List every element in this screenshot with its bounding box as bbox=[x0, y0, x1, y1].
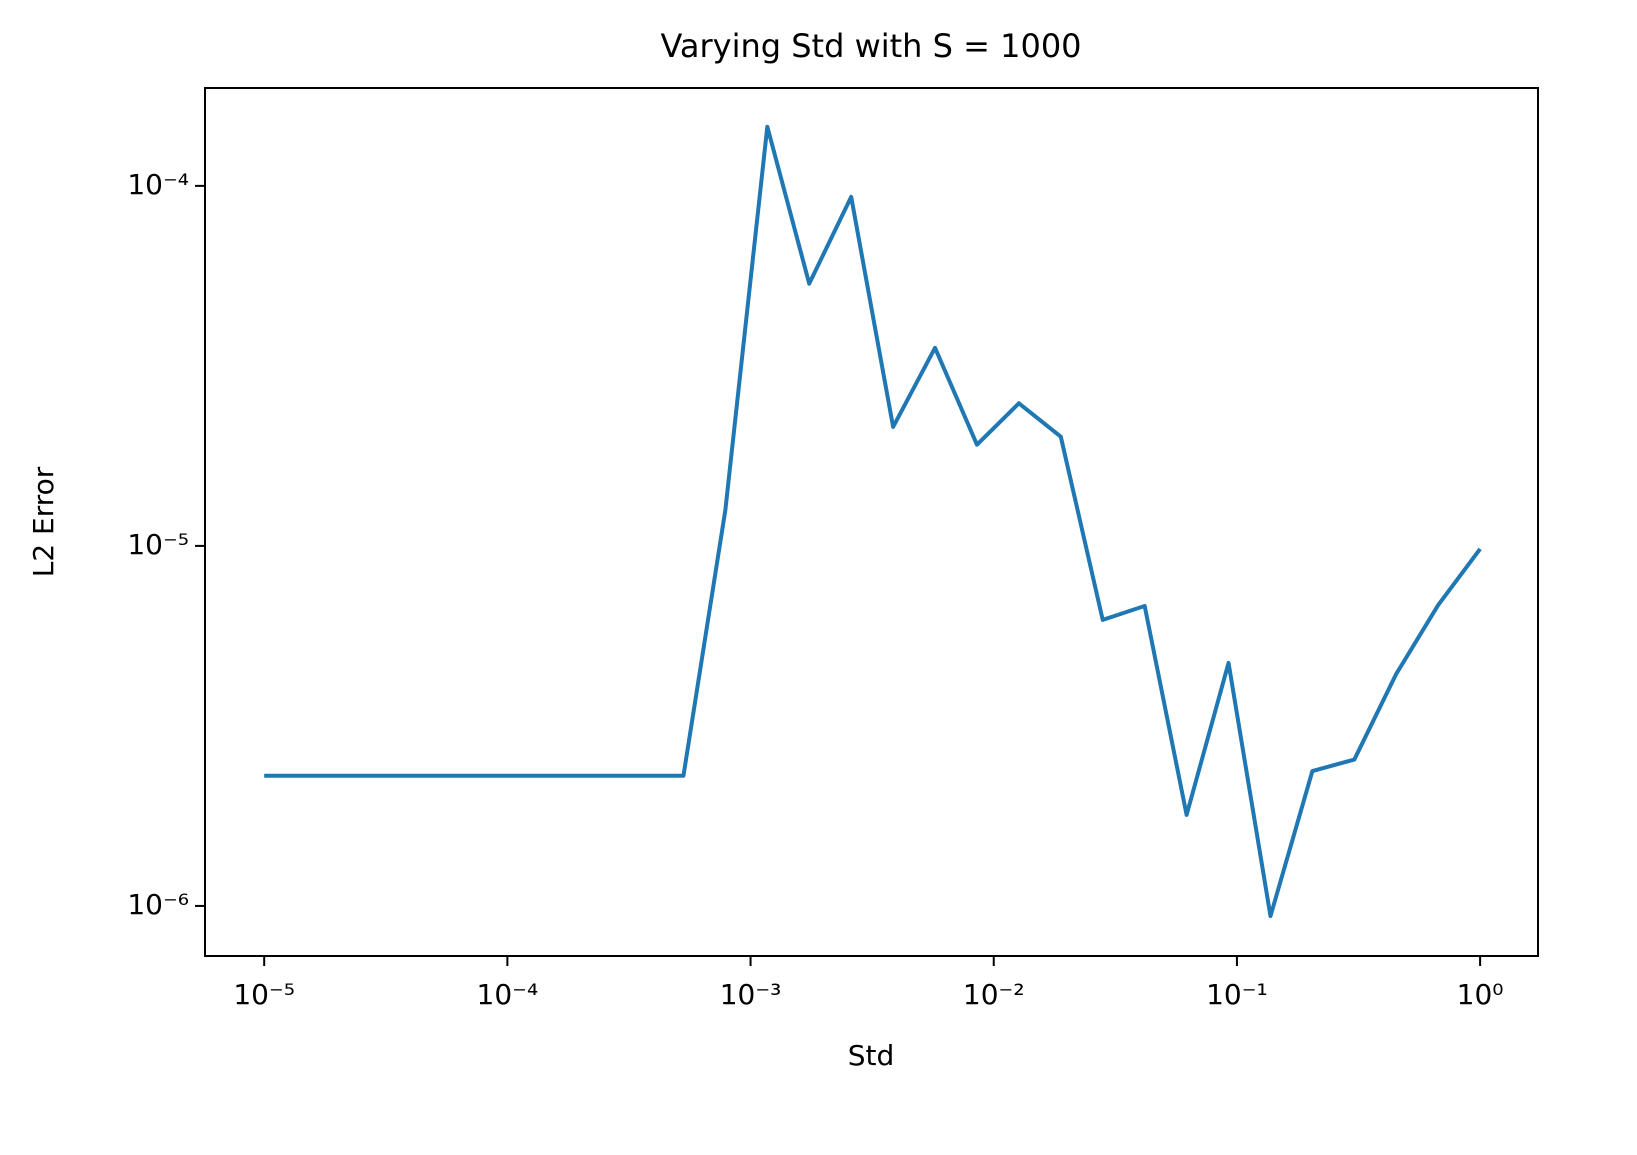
chart-title: Varying Std with S = 1000 bbox=[660, 27, 1081, 65]
x-tick-label: 10⁻⁵ bbox=[233, 978, 295, 1011]
x-axis-label: Std bbox=[848, 1039, 895, 1072]
y-tick-label: 10⁻⁵ bbox=[127, 528, 189, 561]
x-tick-label: 10⁰ bbox=[1457, 978, 1504, 1011]
x-tick-label: 10⁻³ bbox=[720, 978, 782, 1011]
y-tick-label: 10⁻⁴ bbox=[127, 168, 189, 201]
y-tick-label: 10⁻⁶ bbox=[127, 888, 189, 921]
x-tick-label: 10⁻⁴ bbox=[477, 978, 539, 1011]
y-axis-label: L2 Error bbox=[27, 466, 60, 577]
line-series bbox=[264, 124, 1482, 919]
x-tick-label: 10⁻¹ bbox=[1206, 978, 1268, 1011]
plot-frame bbox=[204, 87, 1539, 957]
x-tick-label: 10⁻² bbox=[963, 978, 1025, 1011]
